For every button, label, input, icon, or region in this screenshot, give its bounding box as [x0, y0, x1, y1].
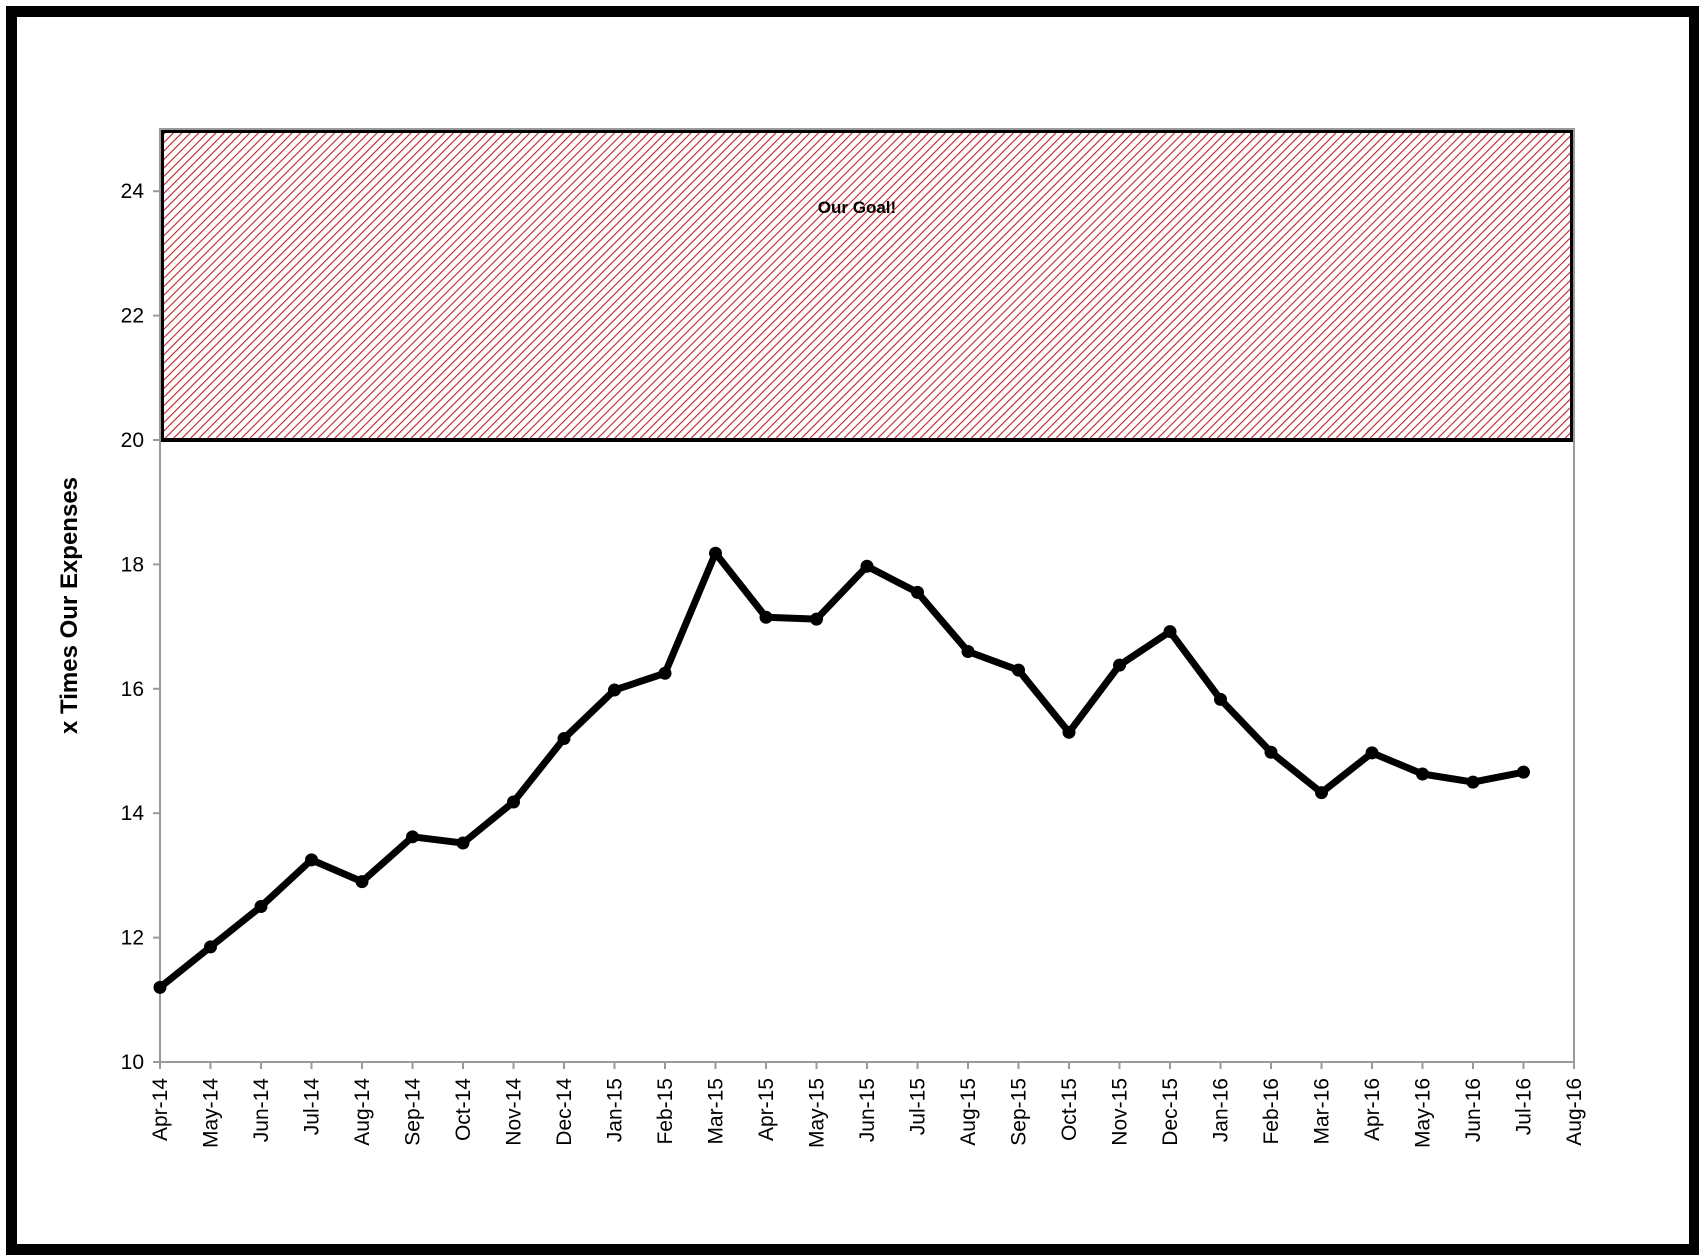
- x-tick-label: Mar-15: [705, 1078, 728, 1145]
- x-tick-label: Jun-14: [250, 1078, 273, 1143]
- data-point: [759, 610, 773, 624]
- x-tick-label: Sep-15: [1008, 1078, 1031, 1146]
- data-point: [1062, 725, 1076, 739]
- x-tick-label: Apr-16: [1361, 1078, 1384, 1141]
- data-point: [557, 732, 571, 746]
- x-tick-label: Jul-16: [1513, 1078, 1536, 1135]
- goal-band: [160, 129, 1574, 442]
- x-tick-label: Mar-16: [1311, 1078, 1334, 1145]
- data-point: [1315, 786, 1328, 800]
- data-point: [355, 875, 369, 889]
- y-axis-title: x Times Our Expenses: [56, 477, 83, 734]
- data-point: [961, 644, 975, 658]
- data-point: [911, 585, 924, 599]
- data-point: [1163, 625, 1177, 639]
- x-tick-label: Dec-14: [553, 1078, 576, 1146]
- y-tick-label: 14: [121, 802, 145, 825]
- x-tick-label: Dec-15: [1159, 1078, 1182, 1146]
- y-tick-label: 12: [121, 927, 144, 950]
- x-tick-label: Nov-14: [503, 1078, 526, 1146]
- y-tick-label: 20: [121, 429, 144, 452]
- x-tick-label: Jan-16: [1210, 1078, 1233, 1142]
- y-tick-label: 16: [121, 678, 144, 701]
- chart-frame: 10 12 14 16 18 20 22 24 Apr-14 May-14 Jun-14 Jul-14…: [6, 6, 1699, 1255]
- x-tick-label: May-15: [806, 1078, 829, 1148]
- x-tick-label: Jul-14: [301, 1078, 324, 1136]
- x-tick-label: Apr-15: [755, 1078, 778, 1141]
- x-tick-label: Aug-14: [351, 1078, 374, 1146]
- x-tick-label: Jul-15: [907, 1078, 930, 1135]
- x-tick-label: Apr-14: [149, 1078, 172, 1141]
- y-tick-label: 22: [121, 305, 144, 328]
- data-point: [254, 900, 268, 913]
- x-tick-label: Aug-16: [1563, 1078, 1586, 1146]
- y-tick-label: 18: [121, 553, 144, 576]
- data-point: [860, 559, 874, 573]
- data-point: [1214, 692, 1227, 706]
- data-point: [1113, 658, 1126, 672]
- data-point: [204, 940, 217, 954]
- x-tick-label: Jan-15: [604, 1078, 627, 1142]
- data-point: [1416, 767, 1429, 781]
- data-point: [608, 683, 621, 697]
- x-tick-label: Aug-15: [957, 1078, 980, 1146]
- x-tick-label: Oct-14: [452, 1078, 475, 1141]
- x-tick-label: Jun-15: [856, 1078, 879, 1142]
- x-tick-label: Feb-16: [1260, 1078, 1283, 1145]
- line-chart: 10 12 14 16 18 20 22 24 Apr-14 May-14 Jun-14 Jul-14…: [56, 128, 1586, 1148]
- x-tick-label: May-16: [1412, 1078, 1435, 1148]
- series-line: [156, 549, 1527, 991]
- goal-band-label: Our Goal!: [818, 198, 896, 217]
- data-point: [507, 795, 520, 809]
- y-tick-label: 10: [121, 1051, 144, 1074]
- x-tick-label: Jun-16: [1462, 1078, 1485, 1142]
- data-point: [658, 666, 672, 680]
- x-tick-label: Nov-15: [1109, 1078, 1132, 1146]
- data-point: [1365, 746, 1379, 760]
- x-tick-label: Oct-15: [1058, 1078, 1081, 1141]
- y-tick-label: 24: [121, 180, 145, 203]
- data-point: [456, 836, 470, 850]
- data-point: [709, 546, 722, 560]
- x-tick-label: May-14: [200, 1078, 223, 1148]
- data-point: [153, 980, 167, 994]
- x-tick-label: Feb-15: [654, 1078, 677, 1145]
- x-tick-label: Sep-14: [402, 1078, 425, 1146]
- data-point: [305, 853, 318, 867]
- data-point: [406, 830, 419, 844]
- data-point: [1517, 765, 1530, 779]
- data-point: [1264, 745, 1278, 759]
- data-point: [810, 612, 823, 626]
- data-point: [1012, 663, 1025, 677]
- data-point: [1466, 775, 1480, 789]
